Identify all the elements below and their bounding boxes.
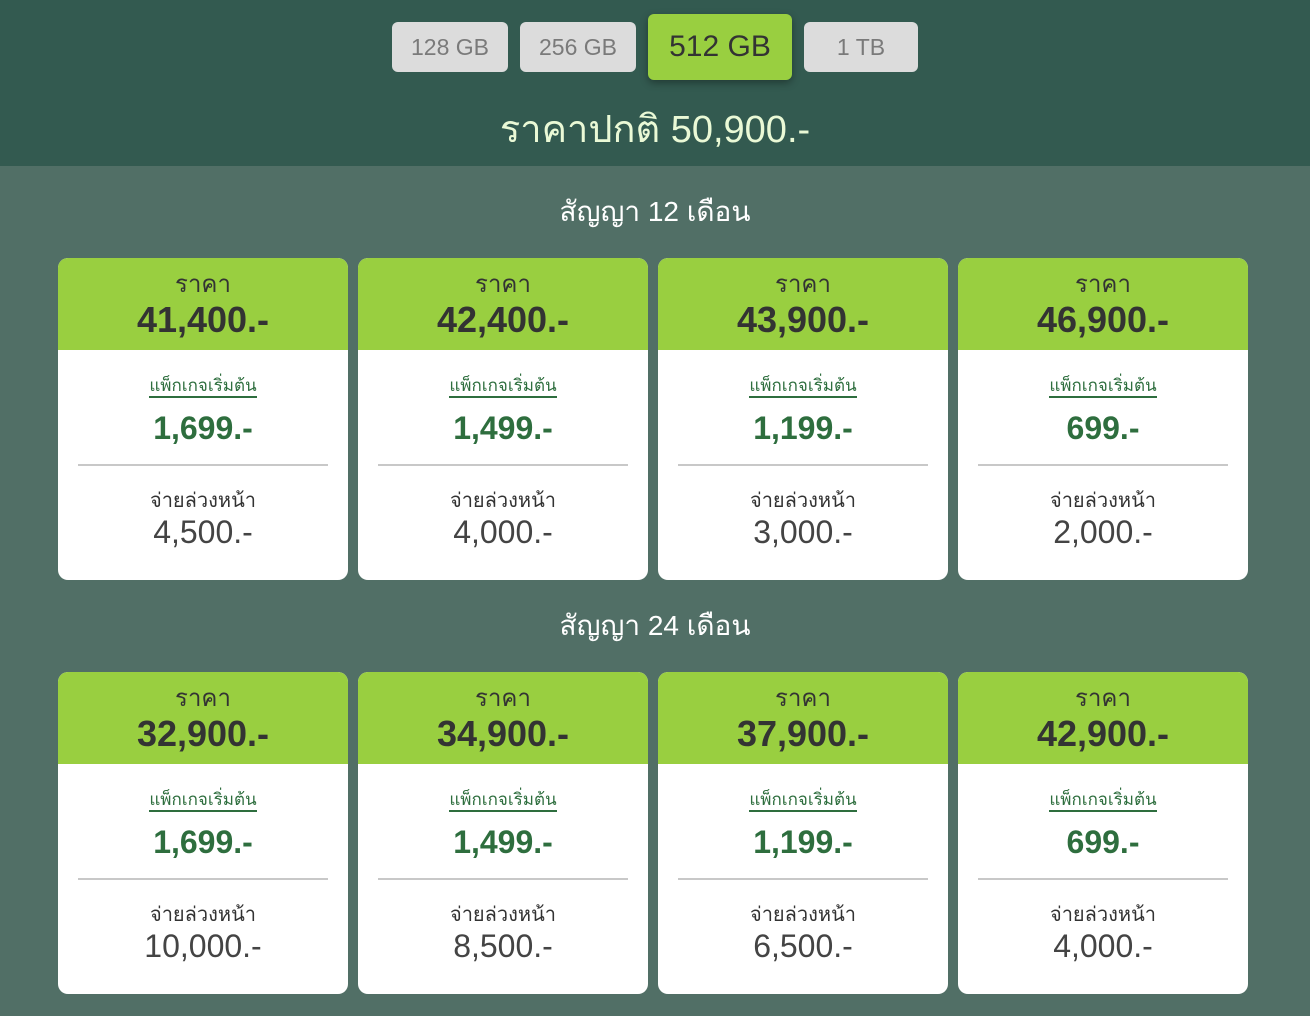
card-price-header: ราคา 34,900.- xyxy=(358,672,648,764)
advance-payment: 6,500.- xyxy=(753,928,853,964)
device-price: 42,900.- xyxy=(1036,713,1170,754)
price-label: ราคา xyxy=(475,271,531,298)
price-card[interactable]: ราคา 32,900.- แพ็กเกจเริ่มต้น 1,699.- จ่… xyxy=(58,672,348,994)
package-price: 1,699.- xyxy=(153,824,253,860)
divider xyxy=(78,464,328,466)
price-label: ราคา xyxy=(1075,271,1131,298)
section-title: สัญญา 12 เดือน xyxy=(559,196,751,227)
tab-storage-128gb[interactable]: 128 GB xyxy=(392,22,508,72)
advance-label: จ่ายล่วงหน้า xyxy=(749,490,856,512)
package-price: 1,199.- xyxy=(753,824,853,860)
tab-storage-256gb[interactable]: 256 GB xyxy=(520,22,636,72)
card-price-header: ราคา 37,900.- xyxy=(658,672,948,764)
advance-payment: 10,000.- xyxy=(144,928,262,964)
price-card[interactable]: ราคา 43,900.- แพ็กเกจเริ่มต้น 1,199.- จ่… xyxy=(658,258,948,580)
package-price: 699.- xyxy=(1066,410,1140,446)
cards-row: ราคา 32,900.- แพ็กเกจเริ่มต้น 1,699.- จ่… xyxy=(0,672,1310,994)
advance-label: จ่ายล่วงหน้า xyxy=(1049,904,1156,926)
price-label: ราคา xyxy=(1075,685,1131,712)
package-price: 1,499.- xyxy=(453,824,553,860)
card-price-header: ราคา 41,400.- xyxy=(58,258,348,350)
card-price-header: ราคา 42,900.- xyxy=(958,672,1248,764)
package-link[interactable]: แพ็กเกจเริ่มต้น xyxy=(1049,790,1157,812)
advance-label: จ่ายล่วงหน้า xyxy=(749,904,856,926)
price-card[interactable]: ราคา 34,900.- แพ็กเกจเริ่มต้น 1,499.- จ่… xyxy=(358,672,648,994)
package-link[interactable]: แพ็กเกจเริ่มต้น xyxy=(149,376,257,398)
divider xyxy=(678,878,928,880)
device-price: 37,900.- xyxy=(736,713,870,754)
price-card[interactable]: ราคา 46,900.- แพ็กเกจเริ่มต้น 699.- จ่าย… xyxy=(958,258,1248,580)
price-card[interactable]: ราคา 42,400.- แพ็กเกจเริ่มต้น 1,499.- จ่… xyxy=(358,258,648,580)
divider xyxy=(678,464,928,466)
package-link[interactable]: แพ็กเกจเริ่มต้น xyxy=(749,790,857,812)
price-label: ราคา xyxy=(475,685,531,712)
package-link[interactable]: แพ็กเกจเริ่มต้น xyxy=(449,790,557,812)
package-price: 1,499.- xyxy=(453,410,553,446)
advance-payment: 4,500.- xyxy=(153,514,253,550)
package-link[interactable]: แพ็กเกจเริ่มต้น xyxy=(749,376,857,398)
price-label: ราคา xyxy=(175,271,231,298)
advance-label: จ่ายล่วงหน้า xyxy=(449,490,556,512)
device-price: 46,900.- xyxy=(1036,299,1170,340)
normal-price: ราคาปกติ 50,900.- xyxy=(499,109,811,151)
contract-sections: สัญญา 12 เดือน ราคา 41,400.- แพ็กเกจเริ่… xyxy=(0,166,1310,994)
card-price-header: ราคา 42,400.- xyxy=(358,258,648,350)
advance-payment: 8,500.- xyxy=(453,928,553,964)
advance-payment: 3,000.- xyxy=(753,514,853,550)
section-title: สัญญา 24 เดือน xyxy=(559,610,751,641)
cards-row: ราคา 41,400.- แพ็กเกจเริ่มต้น 1,699.- จ่… xyxy=(0,258,1310,580)
device-price: 34,900.- xyxy=(436,713,570,754)
package-price: 699.- xyxy=(1066,824,1140,860)
advance-payment: 2,000.- xyxy=(1053,514,1153,550)
device-price: 32,900.- xyxy=(136,713,270,754)
price-label: ราคา xyxy=(775,271,831,298)
card-price-header: ราคา 46,900.- xyxy=(958,258,1248,350)
header: 128 GB 256 GB 512 GB 1 TB ราคาปกติ 50,900.- xyxy=(0,0,1310,166)
device-price: 43,900.- xyxy=(736,299,870,340)
card-price-header: ราคา 43,900.- xyxy=(658,258,948,350)
card-price-header: ราคา 32,900.- xyxy=(58,672,348,764)
price-card[interactable]: ราคา 41,400.- แพ็กเกจเริ่มต้น 1,699.- จ่… xyxy=(58,258,348,580)
divider xyxy=(378,464,628,466)
package-price: 1,199.- xyxy=(753,410,853,446)
price-card[interactable]: ราคา 37,900.- แพ็กเกจเริ่มต้น 1,199.- จ่… xyxy=(658,672,948,994)
advance-label: จ่ายล่วงหน้า xyxy=(1049,490,1156,512)
tab-storage-1tb[interactable]: 1 TB xyxy=(804,22,918,72)
storage-tabs: 128 GB 256 GB 512 GB 1 TB xyxy=(0,14,1310,80)
price-label: ราคา xyxy=(775,685,831,712)
tab-storage-512gb[interactable]: 512 GB xyxy=(648,14,792,80)
package-price: 1,699.- xyxy=(153,410,253,446)
device-price: 41,400.- xyxy=(136,299,270,340)
package-link[interactable]: แพ็กเกจเริ่มต้น xyxy=(149,790,257,812)
divider xyxy=(978,464,1228,466)
divider xyxy=(978,878,1228,880)
device-price: 42,400.- xyxy=(436,299,570,340)
advance-payment: 4,000.- xyxy=(1053,928,1153,964)
price-label: ราคา xyxy=(175,685,231,712)
advance-label: จ่ายล่วงหน้า xyxy=(449,904,556,926)
advance-payment: 4,000.- xyxy=(453,514,553,550)
divider xyxy=(378,878,628,880)
package-link[interactable]: แพ็กเกจเริ่มต้น xyxy=(1049,376,1157,398)
price-card[interactable]: ราคา 42,900.- แพ็กเกจเริ่มต้น 699.- จ่าย… xyxy=(958,672,1248,994)
advance-label: จ่ายล่วงหน้า xyxy=(149,490,256,512)
divider xyxy=(78,878,328,880)
advance-label: จ่ายล่วงหน้า xyxy=(149,904,256,926)
package-link[interactable]: แพ็กเกจเริ่มต้น xyxy=(449,376,557,398)
